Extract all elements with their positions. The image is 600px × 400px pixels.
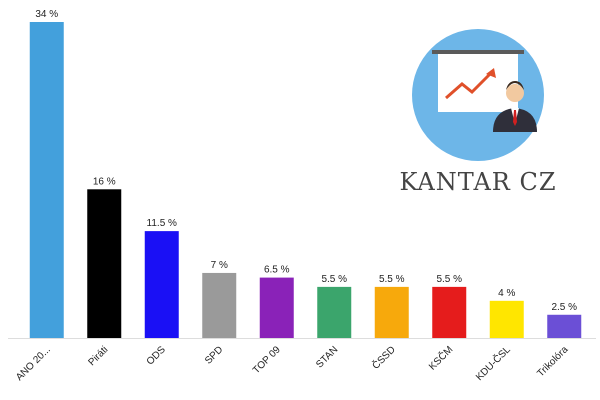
value-label: 5.5 % [379, 274, 405, 285]
board-rail [432, 50, 524, 54]
bar [317, 286, 352, 338]
x-tick-label: SPD [203, 344, 225, 366]
bar [259, 277, 294, 338]
value-label: 34 % [35, 9, 58, 20]
value-label: 4 % [498, 288, 515, 299]
x-tick-label: ČSSD [369, 343, 398, 372]
x-tick-label: ANO 20... [14, 344, 53, 383]
value-label: 7 % [211, 260, 228, 271]
bar [489, 300, 524, 338]
x-tick-label: STAN [314, 344, 340, 370]
value-label: 11.5 % [147, 218, 177, 229]
x-tick-label: TOP 09 [251, 344, 283, 376]
person-hair [506, 81, 524, 90]
person-tie [513, 110, 517, 126]
value-label: 5.5 % [321, 274, 347, 285]
x-tick-label: KSČM [426, 343, 456, 373]
bar [87, 189, 122, 338]
bar [144, 231, 179, 338]
logo: KANTAR CZ [399, 29, 556, 196]
x-tick-label: Trikolóra [535, 344, 570, 379]
bar [202, 272, 237, 338]
board-arrowhead [486, 68, 496, 78]
value-label: 5.5 % [436, 274, 462, 285]
bar [547, 314, 582, 338]
bar [432, 286, 467, 338]
board [438, 54, 518, 112]
value-label: 6.5 % [264, 265, 290, 276]
x-tick-label: Piráti [86, 344, 110, 368]
logo-text: KANTAR CZ [399, 168, 556, 196]
x-tick-label: KDU-ČSL [473, 343, 514, 384]
bar [29, 22, 64, 338]
x-tick-label: ODS [145, 344, 168, 367]
bar [374, 286, 409, 338]
board-arrow [445, 70, 494, 100]
value-label: 2.5 % [551, 302, 577, 313]
value-label: 16 % [93, 176, 116, 187]
person-head [506, 84, 524, 102]
